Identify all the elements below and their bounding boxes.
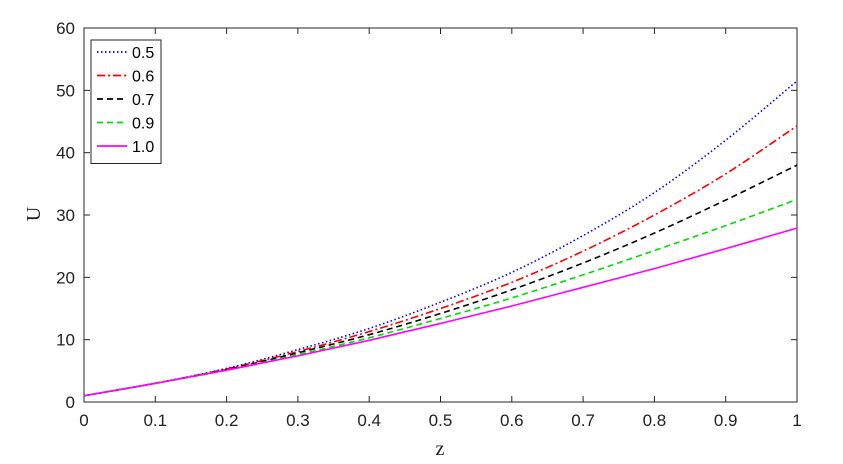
x-tick-label-1: 0.1	[143, 411, 167, 430]
y-tick-label-0: 0	[66, 393, 75, 412]
series-line-4	[83, 227, 798, 397]
y-axis-title: U	[23, 206, 45, 221]
y-tick-label-3: 30	[56, 206, 75, 225]
legend: 0.5 0.6 0.7 0.9 1.0	[90, 39, 162, 164]
x-tick-label-0: 0	[79, 411, 88, 430]
ticks-layer: 0 0.1 0.2 0.3 0.4 0.5 0.6 0.7 0.8 0.9 101020304050…	[56, 19, 802, 430]
y-tick-label-5: 50	[56, 81, 75, 100]
x-tick-label-8: 0.8	[643, 411, 667, 430]
legend-label-2: 0.7	[132, 92, 154, 109]
legend-label-4: 1.0	[132, 139, 154, 156]
y-tick-label-2: 20	[56, 268, 75, 287]
x-tick-label-9: 0.9	[714, 411, 738, 430]
plot-area	[83, 27, 798, 403]
x-tick-label-10: 1	[792, 411, 801, 430]
legend-label-0: 0.5	[132, 45, 154, 62]
x-tick-label-7: 0.7	[571, 411, 595, 430]
x-tick-label-2: 0.2	[215, 411, 239, 430]
y-tick-label-4: 40	[56, 144, 75, 163]
series-line-1	[83, 125, 798, 397]
x-tick-label-5: 0.5	[429, 411, 453, 430]
legend-label-3: 0.9	[132, 116, 154, 133]
x-axis-title: z	[436, 438, 445, 460]
x-tick-label-4: 0.4	[357, 411, 381, 430]
y-tick-label-1: 10	[56, 331, 75, 350]
series-layer	[83, 80, 798, 397]
y-tick-label-6: 60	[56, 19, 75, 38]
legend-label-1: 0.6	[132, 69, 154, 86]
legend-box	[90, 39, 162, 164]
x-tick-label-3: 0.3	[286, 411, 310, 430]
x-tick-label-6: 0.6	[500, 411, 524, 430]
